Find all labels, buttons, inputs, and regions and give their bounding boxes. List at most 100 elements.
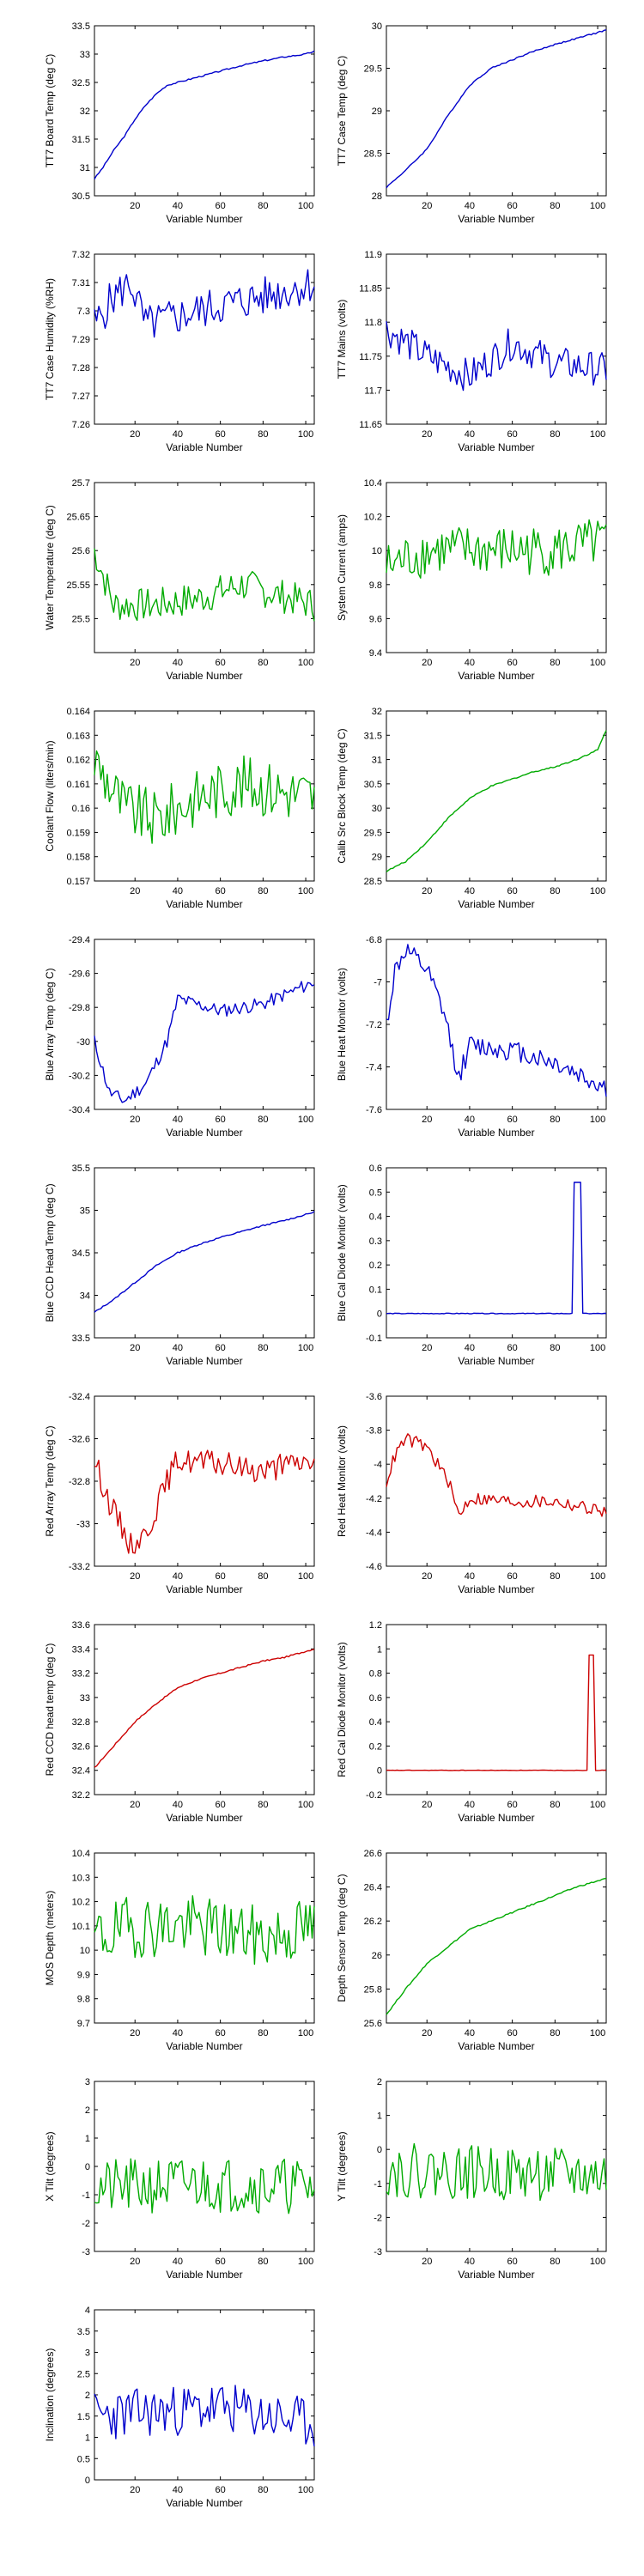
x-tick-label: 80 <box>550 2028 560 2038</box>
series-line <box>94 981 315 1103</box>
y-tick-label: 0.4 <box>369 1717 382 1728</box>
chart-panel: 11.65 11.7 11.75 11.8 11.85 11.9 20 40 60 80 100 Va… <box>336 250 607 453</box>
y-tick-label: 29 <box>372 106 382 117</box>
y-axis-label: Blue Heat Monitor (volts) <box>336 968 348 1081</box>
y-tick-label: 9.9 <box>77 1970 90 1980</box>
y-axis-label: Water Temperature (deg C) <box>44 505 56 629</box>
plot-frame <box>386 25 607 197</box>
x-tick-label: 80 <box>550 1800 560 1810</box>
series-line <box>94 2158 315 2215</box>
y-tick-label: 10.2 <box>364 513 382 523</box>
y-tick-label: 33 <box>80 1693 90 1704</box>
y-axis-label: Blue CCD Head Temp (deg C) <box>44 1183 56 1321</box>
chart-panel: 25.5 25.55 25.6 25.65 25.7 20 40 60 80 100 Variabl… <box>44 478 315 682</box>
x-tick-label: 60 <box>507 886 518 896</box>
x-tick-label: 20 <box>130 1571 140 1582</box>
x-tick-label: 100 <box>590 1800 605 1810</box>
plot-frame <box>386 1624 607 1795</box>
x-tick-label: 100 <box>590 1343 605 1353</box>
y-tick-label: -7.2 <box>366 1020 382 1030</box>
x-axis-label: Variable Number <box>458 2269 534 2281</box>
y-tick-label: -2 <box>82 2219 90 2229</box>
x-tick-label: 100 <box>590 1571 605 1582</box>
x-axis-label: Variable Number <box>458 1583 534 1595</box>
x-tick-label: 100 <box>590 658 605 668</box>
x-tick-label: 40 <box>465 658 475 668</box>
y-tick-label: 2.5 <box>77 2369 90 2379</box>
series-line <box>386 29 607 189</box>
x-tick-label: 100 <box>590 429 605 440</box>
x-tick-label: 60 <box>216 2485 226 2495</box>
y-tick-label: -3 <box>374 2247 382 2257</box>
y-tick-label: 11.9 <box>364 250 382 260</box>
x-tick-label: 40 <box>465 1115 475 1125</box>
chart-panel: -30.4 -30.2 -30 -29.8 -29.6 -29.4 20 40 60 80 100 V… <box>44 935 315 1139</box>
y-tick-label: 29.5 <box>364 828 382 838</box>
y-tick-label: 0.5 <box>77 2454 90 2464</box>
y-tick-label: 3.5 <box>77 2327 90 2337</box>
y-axis-label: Inclination (degrees) <box>44 2348 56 2442</box>
y-axis-label: TT7 Case Temp (deg C) <box>336 56 348 167</box>
x-tick-label: 80 <box>258 2485 268 2495</box>
y-tick-label: -33 <box>76 1520 90 1530</box>
y-tick-label: 32.5 <box>72 78 90 88</box>
y-tick-label: 29 <box>372 853 382 863</box>
plot-frame <box>94 1852 315 2024</box>
series-line <box>94 269 315 338</box>
y-tick-label: 32.8 <box>72 1717 90 1728</box>
series-line <box>386 321 607 392</box>
plot-frame <box>386 1395 607 1567</box>
y-tick-label: -4.4 <box>366 1528 382 1538</box>
y-tick-label: 11.65 <box>359 420 382 430</box>
x-tick-label: 100 <box>298 429 313 440</box>
x-tick-label: 60 <box>216 201 226 211</box>
y-tick-label: 10 <box>372 546 382 556</box>
series-line <box>94 50 315 179</box>
plot-frame <box>94 482 315 653</box>
chart-panel: -0.1 0 0.1 0.2 0.3 0.4 0.5 0.6 20 40 60 80 100 Variab… <box>336 1163 607 1367</box>
x-tick-label: 80 <box>550 2257 560 2267</box>
x-tick-label: 100 <box>298 1571 313 1582</box>
y-tick-label: 0.4 <box>369 1212 382 1223</box>
y-tick-label: 31.5 <box>72 135 90 145</box>
x-tick-label: 20 <box>130 2028 140 2038</box>
y-tick-label: 10.4 <box>72 1849 90 1859</box>
y-tick-label: 31 <box>372 756 382 766</box>
y-tick-label: 28.5 <box>364 877 382 887</box>
x-axis-label: Variable Number <box>458 1355 534 1367</box>
y-tick-label: -33.2 <box>69 1562 90 1572</box>
x-tick-label: 20 <box>422 1343 432 1353</box>
chart-panel: -3 -2 -1 0 1 2 20 40 60 80 100 Variable Number Y Til… <box>336 2077 607 2281</box>
y-axis-label: MOS Depth (meters) <box>44 1891 56 1986</box>
y-tick-label: 28 <box>372 191 382 202</box>
x-tick-label: 20 <box>422 2257 432 2267</box>
x-tick-label: 60 <box>507 1343 518 1353</box>
x-tick-label: 80 <box>258 201 268 211</box>
x-tick-label: 20 <box>422 658 432 668</box>
y-tick-label: 2 <box>85 2391 90 2401</box>
chart-panel: 32.2 32.4 32.6 32.8 33 33.2 33.4 33.6 20 40 60 80 10… <box>44 1620 315 1824</box>
y-axis-label: Red Array Temp (deg C) <box>44 1425 56 1536</box>
x-tick-label: 60 <box>216 658 226 668</box>
plot-frame <box>386 939 607 1110</box>
y-axis-label: Depth Sensor Temp (deg C) <box>336 1874 348 2002</box>
x-tick-label: 80 <box>258 1571 268 1582</box>
x-tick-label: 60 <box>507 1115 518 1125</box>
y-tick-label: 4 <box>85 2306 90 2316</box>
y-tick-label: 10.1 <box>72 1922 90 1932</box>
x-tick-label: 60 <box>216 2257 226 2267</box>
x-axis-label: Variable Number <box>166 1583 242 1595</box>
x-tick-label: 40 <box>465 1571 475 1582</box>
x-tick-label: 60 <box>216 1800 226 1810</box>
y-tick-label: -29.4 <box>69 935 90 945</box>
series-line <box>94 2385 315 2447</box>
y-tick-label: 32.6 <box>72 1741 90 1752</box>
x-axis-label: Variable Number <box>458 1127 534 1139</box>
x-tick-label: 20 <box>422 1115 432 1125</box>
y-axis-label: Red Cal Diode Monitor (volts) <box>336 1642 348 1777</box>
x-tick-label: 40 <box>173 201 183 211</box>
y-axis-label: Blue Array Temp (deg C) <box>44 968 56 1080</box>
x-tick-label: 80 <box>550 201 560 211</box>
y-tick-label: -4 <box>374 1460 382 1470</box>
plot-frame <box>386 1167 607 1339</box>
